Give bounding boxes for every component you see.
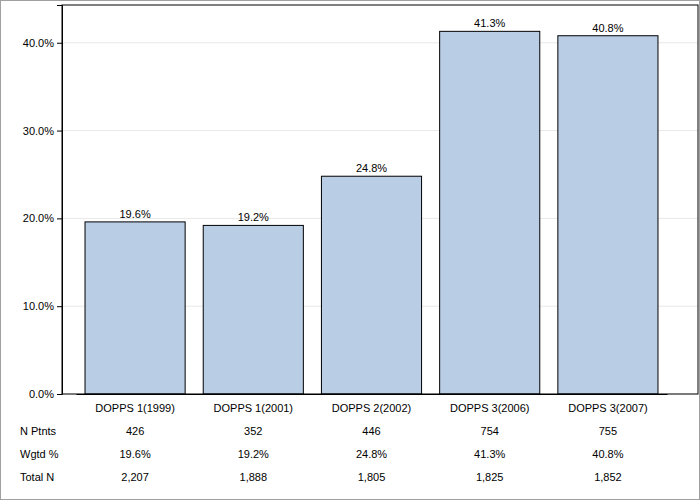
plot-frame <box>62 5 698 394</box>
table-cell: 19.2% <box>238 448 269 460</box>
y-tick: 10.0% <box>23 300 62 312</box>
y-tick-mark <box>57 131 62 132</box>
y-axis-line <box>57 6 63 395</box>
x-axis: DOPPS 1(1999) DOPPS 1(2001) DOPPS 2(2002) D… <box>77 394 668 414</box>
table-row-label: Total N <box>20 471 54 483</box>
x-tick-label: DOPPS 3(2006) <box>450 402 529 414</box>
y-tick: 20.0% <box>23 212 62 224</box>
y-tick-label: 30.0% <box>23 125 54 137</box>
x-tick-label: DOPPS 1(1999) <box>95 402 174 414</box>
y-tick-mark <box>57 306 62 307</box>
data-label: 40.8% <box>592 22 623 34</box>
x-tick: DOPPS 1(2001) <box>214 394 293 414</box>
table-cell: 755 <box>599 425 617 437</box>
table-cell: 754 <box>481 425 499 437</box>
table-cell: 1,805 <box>358 471 386 483</box>
table-row-label: Wgtd % <box>20 448 59 460</box>
y-tick: 30.0% <box>23 125 62 137</box>
x-axis-line <box>77 394 668 395</box>
bar <box>85 222 185 394</box>
table-cell: 19.6% <box>119 448 150 460</box>
table-row-label: N Ptnts <box>20 425 57 437</box>
y-tick-label: 40.0% <box>23 37 54 49</box>
table-cell: 40.8% <box>592 448 623 460</box>
y-tick-mark <box>57 218 62 219</box>
bar <box>203 225 303 394</box>
data-label: 19.2% <box>238 211 269 223</box>
y-tick-label: 0.0% <box>29 388 54 400</box>
data-label: 19.6% <box>119 208 150 220</box>
bars <box>85 31 658 394</box>
bar <box>440 31 540 394</box>
x-tick: DOPPS 3(2006) <box>450 394 529 414</box>
outer-border <box>1 1 700 500</box>
y-tick-label: 10.0% <box>23 300 54 312</box>
table-cell: 41.3% <box>474 448 505 460</box>
data-label: 41.3% <box>474 17 505 29</box>
table-cell: 1,888 <box>240 471 268 483</box>
data-table: N Ptnts 426 352 446 754 755 Wgtd % 19.6% 19.2% 24… <box>20 425 624 483</box>
x-tick: DOPPS 3(2007) <box>568 394 647 414</box>
chart-container: 0.0%10.0%20.0%30.0%40.0%DOPPS 1(1999)DOP… <box>0 0 700 500</box>
y-tick-mark <box>57 394 62 395</box>
bar <box>321 176 421 394</box>
x-tick: DOPPS 2(2002) <box>332 394 411 414</box>
table-cell: 2,207 <box>121 471 149 483</box>
table-cell: 446 <box>362 425 380 437</box>
y-tick-label: 20.0% <box>23 212 54 224</box>
y-axis: 0.0% 10.0% 20.0% 30.0% 40.0% <box>23 6 63 401</box>
table-cell: 24.8% <box>356 448 387 460</box>
data-label: 24.8% <box>356 162 387 174</box>
table-cell: 1,825 <box>476 471 504 483</box>
y-tick-mark <box>57 43 62 44</box>
chart-svg: 0.0%10.0%20.0%30.0%40.0%DOPPS 1(1999)DOP… <box>0 0 700 500</box>
table-cell: 1,852 <box>594 471 622 483</box>
y-tick: 0.0% <box>29 388 62 400</box>
x-tick-label: DOPPS 3(2007) <box>568 402 647 414</box>
x-tick: DOPPS 1(1999) <box>95 394 174 414</box>
x-tick-label: DOPPS 2(2002) <box>332 402 411 414</box>
y-tick: 40.0% <box>23 37 62 49</box>
data-labels: 19.6% 19.2% 24.8% 41.3% 40.8% <box>119 17 623 223</box>
bar <box>558 36 658 394</box>
table-cell: 352 <box>244 425 262 437</box>
x-tick-label: DOPPS 1(2001) <box>214 402 293 414</box>
table-cell: 426 <box>126 425 144 437</box>
